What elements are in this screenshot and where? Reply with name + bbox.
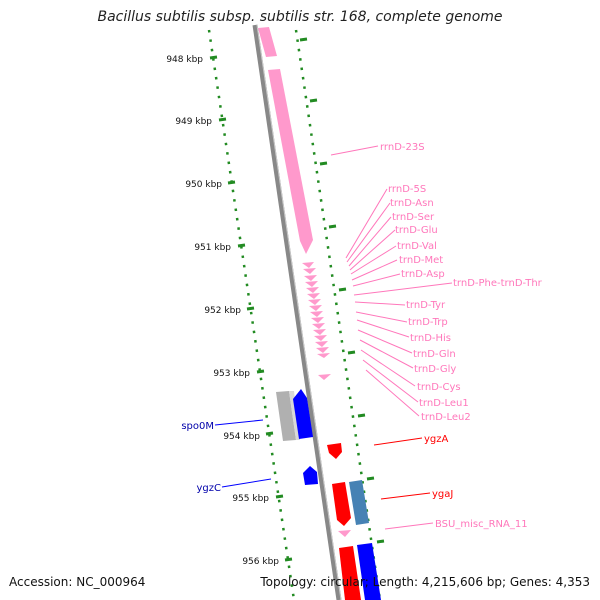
right-feature-labels: rrnD-23S rrnD-5S trnD-Asn trnD-Ser trnD-… bbox=[380, 142, 543, 423]
feature-label[interactable]: trnD-Asn bbox=[390, 198, 434, 209]
spo0M-misc-feature-shade bbox=[289, 391, 300, 440]
ruler-label: 948 kbp bbox=[166, 55, 203, 65]
ruler-label: 956 kbp bbox=[242, 557, 279, 567]
outer-scale-ring bbox=[207, 29, 296, 600]
feature-label[interactable]: ygzC bbox=[197, 483, 222, 494]
ruler-label: 955 kbp bbox=[232, 494, 269, 504]
rrnD-16S-feature[interactable] bbox=[258, 27, 277, 57]
BSU-misc-RNA-11-feature[interactable] bbox=[338, 530, 351, 537]
rrnD-23S-feature[interactable] bbox=[268, 69, 313, 254]
inner-scale-ring bbox=[294, 29, 382, 600]
left-gene-labels: spo0M ygzC bbox=[181, 421, 221, 494]
right-gene-labels-red: ygzA ygaJ bbox=[424, 434, 453, 500]
feature-label[interactable]: trnD-Gly bbox=[414, 364, 456, 375]
ruler-label: 951 kbp bbox=[194, 243, 231, 253]
feature-label[interactable]: trnD-Val bbox=[397, 241, 437, 252]
feature-label[interactable]: ygaJ bbox=[432, 489, 453, 500]
outer-major-ticks bbox=[209, 55, 293, 562]
feature-label[interactable]: trnD-Cys bbox=[417, 382, 461, 393]
right-leader-lines bbox=[330, 145, 453, 530]
feature-label[interactable]: trnD-Phe-trnD-Thr bbox=[453, 278, 543, 289]
trna-cluster[interactable] bbox=[302, 262, 331, 380]
feature-label[interactable]: trnD-Glu bbox=[395, 225, 438, 236]
ruler-labels: 948 kbp 949 kbp 950 kbp 951 kbp 952 kbp … bbox=[166, 55, 279, 567]
feature-label[interactable]: rrnD-5S bbox=[388, 184, 426, 195]
ygzA-gene[interactable] bbox=[327, 443, 342, 459]
ygaJ-gene[interactable] bbox=[332, 482, 351, 526]
spo0M-gene[interactable] bbox=[293, 389, 313, 439]
ygaJ-cds[interactable] bbox=[349, 480, 369, 525]
feature-label[interactable]: trnD-Gln bbox=[413, 349, 456, 360]
backbone-highlight bbox=[256, 24, 342, 600]
feature-label[interactable]: trnD-Met bbox=[399, 255, 443, 266]
feature-label[interactable]: trnD-Asp bbox=[401, 269, 445, 280]
red-leader-lines bbox=[373, 437, 431, 500]
blue-leader-lines bbox=[214, 419, 272, 488]
backbone bbox=[252, 24, 342, 600]
ygzC-gene[interactable] bbox=[303, 466, 318, 485]
feature-label[interactable]: BSU_misc_RNA_11 bbox=[435, 519, 528, 530]
map-title: Bacillus subtilis subsp. subtilis str. 1… bbox=[97, 9, 503, 25]
feature-label[interactable]: trnD-Trp bbox=[408, 317, 448, 328]
feature-label[interactable]: trnD-His bbox=[410, 333, 451, 344]
ruler-label: 953 kbp bbox=[213, 369, 250, 379]
accession-text: Accession: NC_000964 bbox=[9, 575, 146, 589]
feature-label[interactable]: trnD-Ser bbox=[392, 212, 435, 223]
inner-major-ticks bbox=[299, 37, 385, 544]
feature-label[interactable]: rrnD-23S bbox=[380, 142, 425, 153]
feature-label[interactable]: trnD-Leu1 bbox=[419, 398, 469, 409]
bottom-blue-gene[interactable] bbox=[357, 543, 381, 600]
feature-label[interactable]: ygzA bbox=[424, 434, 449, 445]
spo0M-misc-feature[interactable] bbox=[276, 391, 296, 441]
feature-label[interactable]: trnD-Tyr bbox=[406, 300, 446, 311]
ruler-label: 950 kbp bbox=[185, 180, 222, 190]
topology-text: Topology: circular; Length: 4,215,606 bp… bbox=[260, 575, 590, 589]
ruler-label: 952 kbp bbox=[204, 306, 241, 316]
feature-label[interactable]: spo0M bbox=[181, 421, 214, 432]
ruler-label: 954 kbp bbox=[223, 432, 260, 442]
feature-label[interactable]: trnD-Leu2 bbox=[421, 412, 471, 423]
ruler-label: 949 kbp bbox=[175, 117, 212, 127]
bottom-red-gene[interactable] bbox=[339, 546, 361, 600]
